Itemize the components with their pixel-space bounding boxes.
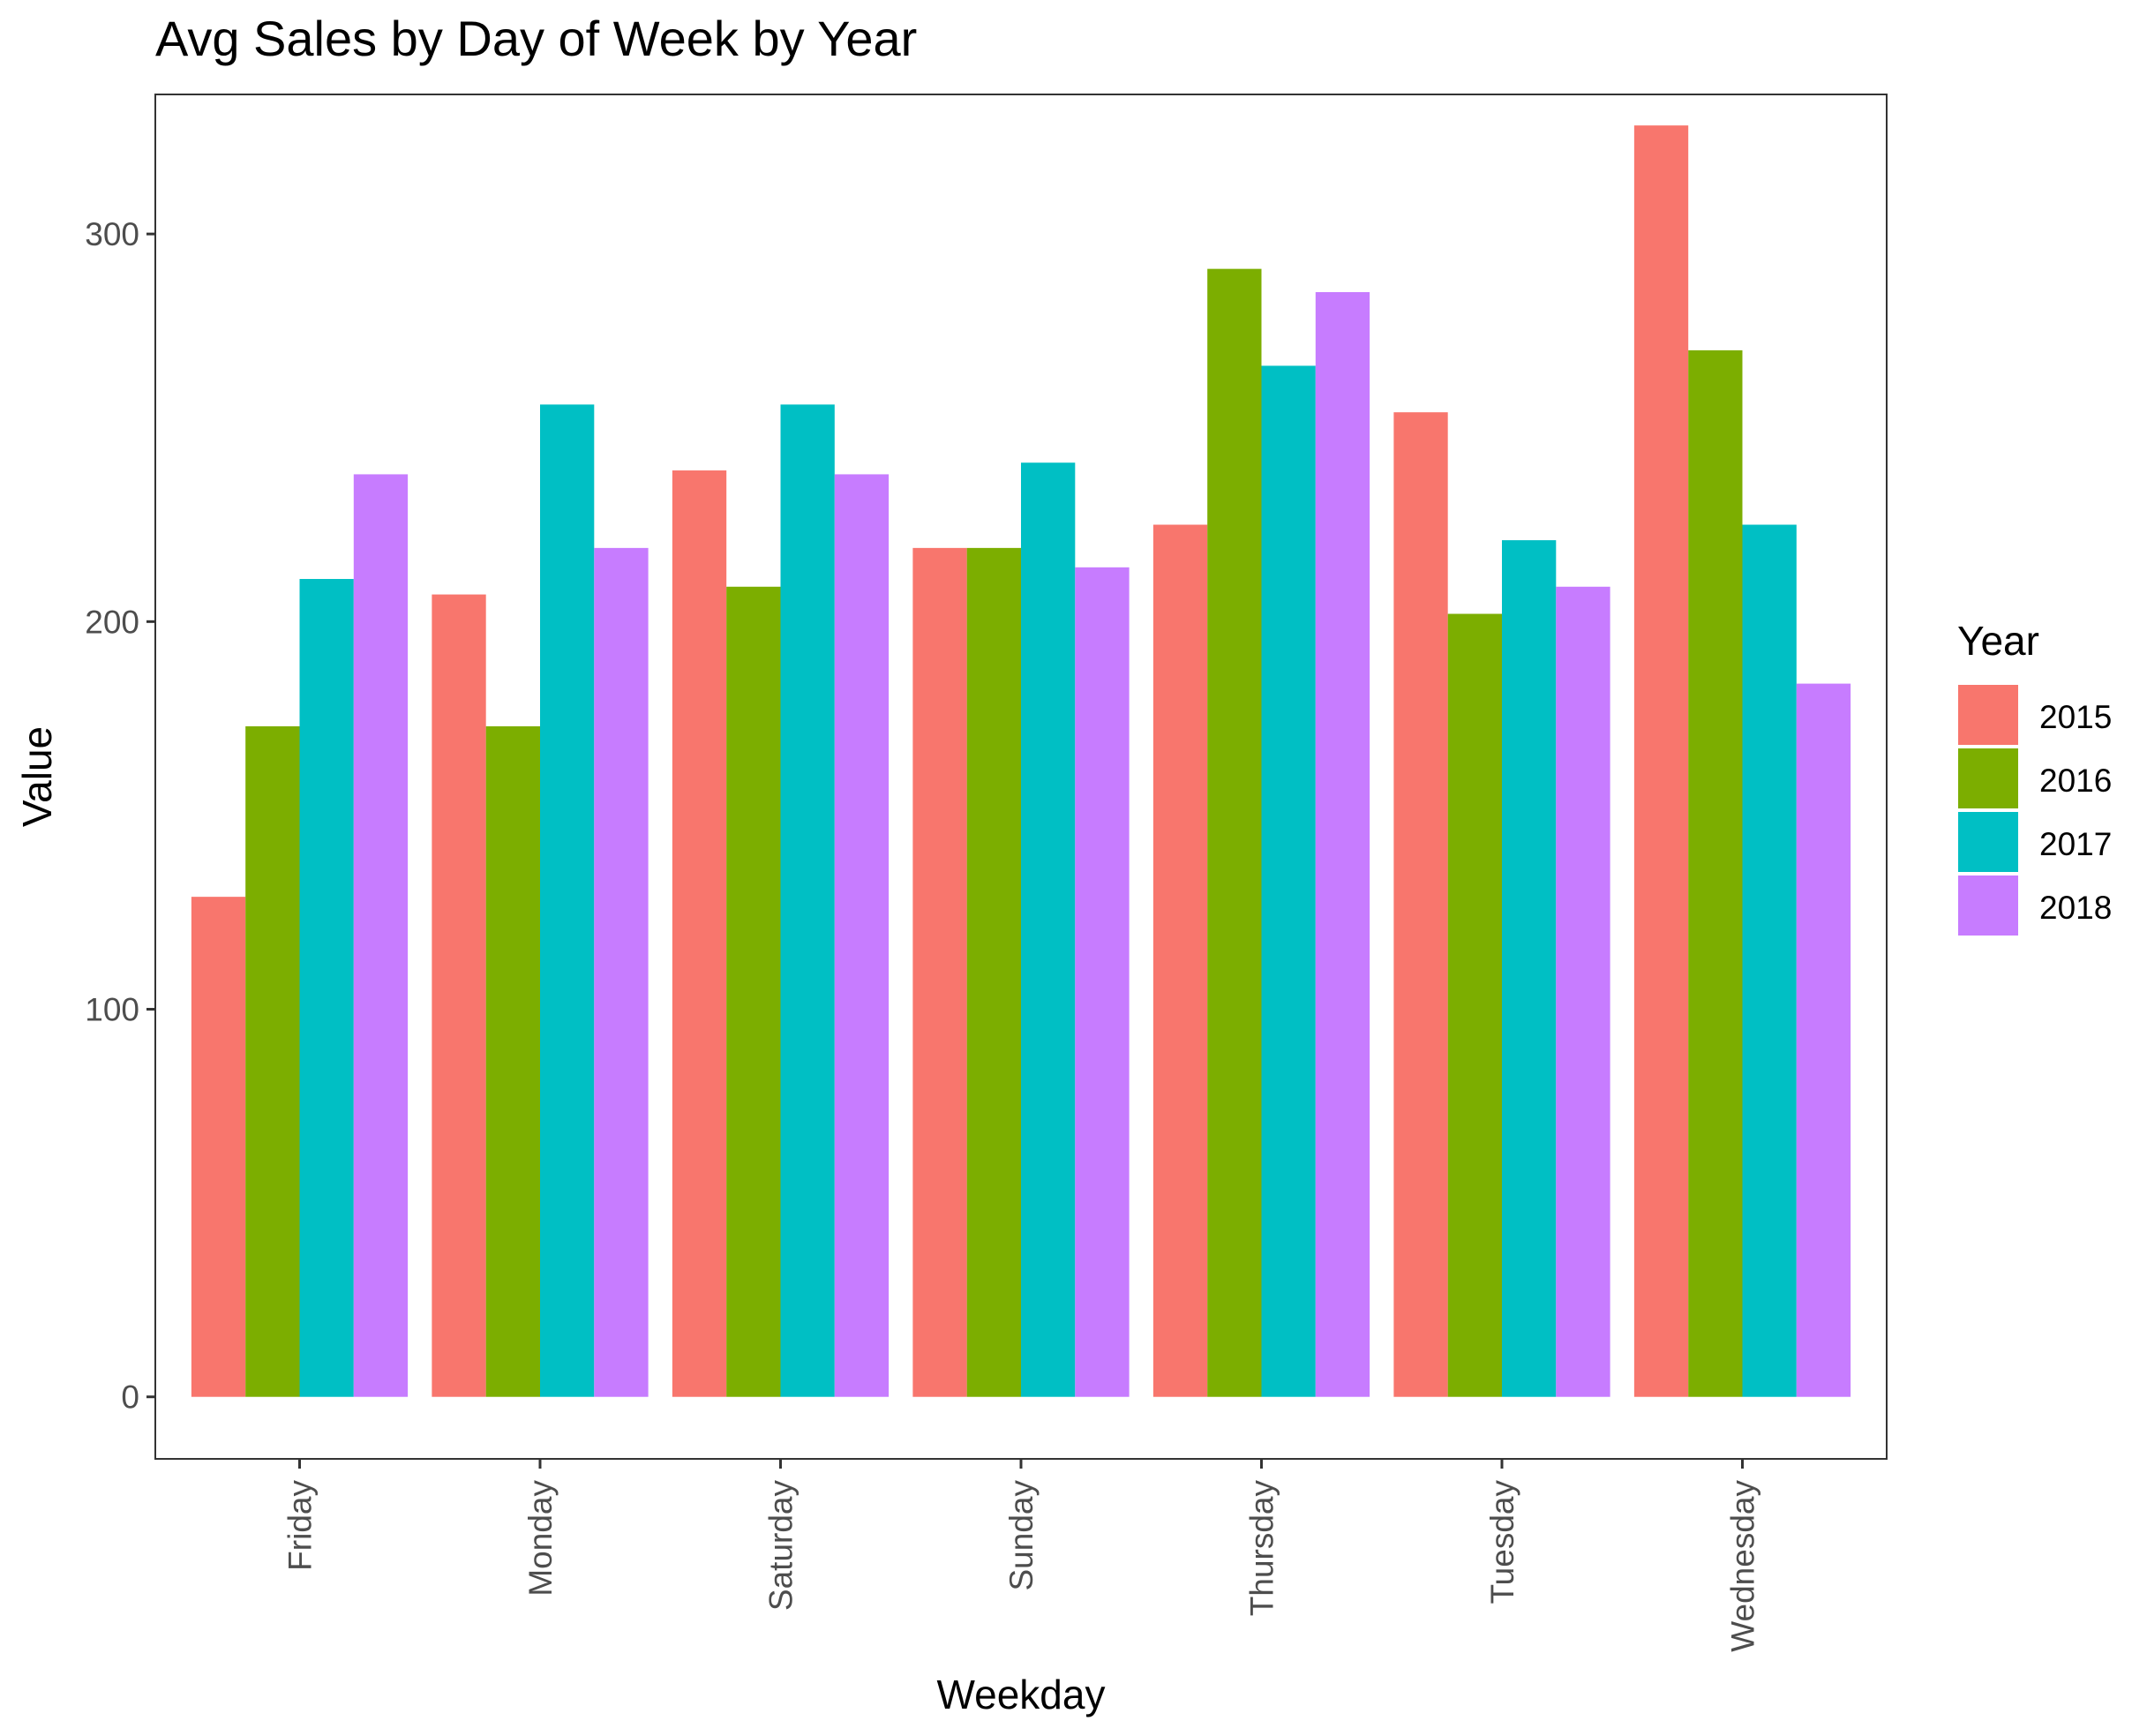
bar-wednesday-2018 [1796, 683, 1851, 1397]
bar-monday-2018 [594, 547, 649, 1397]
bar-monday-2015 [432, 594, 486, 1397]
bar-saturday-2018 [834, 474, 890, 1397]
x-axis: Friday Monday Saturday Sunday Thursday Tuesda… [282, 1459, 1761, 1652]
bar-sunday-2018 [1075, 567, 1130, 1397]
bar-monday-2016 [485, 725, 540, 1397]
bar-tuesday-2018 [1556, 586, 1610, 1397]
bar-wednesday-2016 [1688, 349, 1743, 1397]
legend-label-2015: 2015 [2039, 699, 2112, 735]
legend-title: Year [1957, 618, 2039, 664]
bar-friday-2015 [191, 897, 246, 1397]
legend-key-2017 [1958, 812, 2018, 872]
legend-key-2015 [1958, 685, 2018, 745]
legend-key-2016 [1958, 748, 2018, 808]
legend: Year 2015 2016 2017 2018 [1957, 618, 2112, 936]
bar-wednesday-2015 [1633, 125, 1689, 1397]
x-tick-label-saturday: Saturday [763, 1480, 799, 1612]
x-tick-label-tuesday: Tuesday [1484, 1480, 1520, 1604]
y-axis-label: Value [14, 726, 60, 827]
bars-layer [191, 125, 1851, 1397]
bar-tuesday-2016 [1447, 613, 1502, 1397]
x-tick-label-sunday: Sunday [1003, 1480, 1040, 1591]
legend-items: 2015 2016 2017 2018 [1958, 685, 2112, 936]
bar-thursday-2017 [1261, 365, 1316, 1397]
legend-key-2018 [1958, 876, 2018, 936]
y-axis: 0 100 200 300 [85, 216, 155, 1416]
bar-saturday-2017 [780, 404, 835, 1397]
legend-label-2018: 2018 [2039, 890, 2112, 926]
x-tick-label-friday: Friday [282, 1480, 319, 1571]
x-axis-label: Weekday [937, 1672, 1106, 1717]
bar-saturday-2015 [672, 470, 727, 1397]
bar-tuesday-2015 [1393, 412, 1448, 1397]
bar-friday-2018 [353, 474, 409, 1397]
y-tick-label-200: 200 [85, 604, 139, 640]
bar-sunday-2017 [1021, 462, 1076, 1397]
chart-title: Avg Sales by Day of Week by Year [155, 11, 917, 66]
bar-sunday-2015 [912, 547, 967, 1397]
bar-saturday-2016 [726, 586, 781, 1397]
bar-thursday-2018 [1315, 291, 1370, 1397]
x-tick-label-thursday: Thursday [1244, 1480, 1280, 1617]
bar-thursday-2016 [1207, 268, 1262, 1397]
bar-wednesday-2017 [1742, 524, 1797, 1397]
y-tick-label-0: 0 [121, 1379, 139, 1416]
bar-monday-2017 [540, 404, 595, 1397]
x-tick-label-wednesday: Wednesday [1725, 1480, 1761, 1652]
x-tick-label-monday: Monday [522, 1480, 559, 1597]
bar-sunday-2016 [966, 547, 1021, 1397]
legend-label-2017: 2017 [2039, 826, 2112, 862]
bar-thursday-2015 [1152, 524, 1208, 1397]
bar-friday-2016 [245, 725, 300, 1397]
bar-tuesday-2017 [1502, 540, 1557, 1397]
y-tick-label-300: 300 [85, 216, 139, 252]
bar-friday-2017 [299, 579, 354, 1397]
y-tick-label-100: 100 [85, 992, 139, 1028]
legend-label-2016: 2016 [2039, 763, 2112, 799]
